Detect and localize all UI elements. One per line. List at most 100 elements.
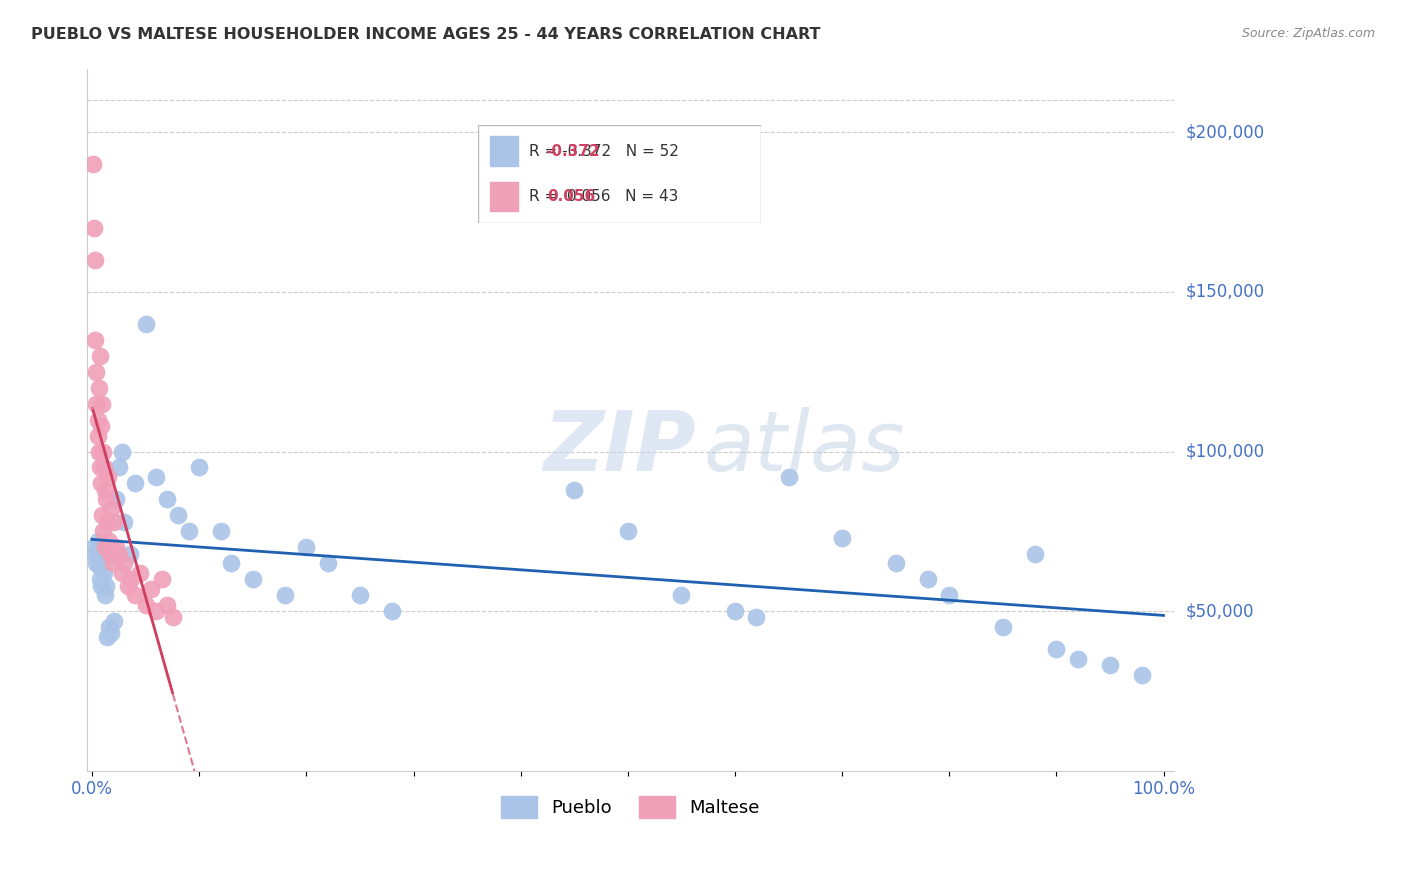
Point [145,604,167,618]
Point [724,604,747,618]
Point [778,470,800,484]
Point [86,412,108,426]
Point [139,582,162,596]
Point [96,630,118,644]
Point [117,578,139,592]
Point [86,397,108,411]
Point [112,556,135,570]
Point [94,492,117,507]
Point [111,566,134,580]
Point [671,588,693,602]
Point [84,253,107,268]
Point [124,588,146,602]
Point [90,553,112,567]
Point [90,508,112,523]
Point [96,515,118,529]
Point [93,566,115,580]
Point [177,524,200,539]
Point [83,221,105,235]
Point [124,476,146,491]
Point [118,547,141,561]
Point [129,566,152,580]
Point [97,470,120,484]
Point [1098,658,1121,673]
Point [91,549,114,564]
Point [156,598,179,612]
Point [108,460,131,475]
Point [103,614,125,628]
Point [135,598,157,612]
Point [87,381,110,395]
Point [562,483,585,497]
Point [1130,668,1153,682]
Point [111,444,134,458]
Point [1024,547,1046,561]
Point [83,541,105,555]
Point [120,572,142,586]
Point [90,397,112,411]
Point [917,572,939,586]
Point [82,157,104,171]
Point [274,588,297,602]
Point [84,547,107,561]
Point [884,556,907,570]
Point [381,604,404,618]
Text: $50,000: $50,000 [1185,602,1254,620]
Point [104,492,127,507]
Point [209,524,232,539]
Point [86,428,108,442]
Point [108,547,131,561]
Point [98,533,121,548]
Point [89,349,111,363]
Point [86,556,108,570]
Point [221,556,243,570]
Point [86,533,108,548]
Point [617,524,640,539]
Point [100,547,122,561]
Point [831,531,853,545]
Point [316,556,339,570]
Point [162,610,184,624]
Point [86,365,108,379]
Point [938,588,960,602]
Point [1067,652,1090,666]
Point [94,588,117,602]
Point [91,524,114,539]
Point [100,502,122,516]
Point [1045,642,1067,657]
Point [98,620,121,634]
Point [90,476,112,491]
Text: $100,000: $100,000 [1185,442,1264,460]
Point [103,515,125,529]
Point [94,541,117,555]
Point [90,419,112,434]
Point [90,578,112,592]
Point [94,578,117,592]
Point [156,492,179,507]
Point [150,572,173,586]
Text: $200,000: $200,000 [1185,123,1264,141]
Point [87,444,110,458]
Text: $150,000: $150,000 [1185,283,1264,301]
Point [349,588,371,602]
Point [188,460,211,475]
Point [242,572,264,586]
Point [135,317,157,331]
Point [94,483,117,497]
Point [104,541,127,555]
Point [101,556,124,570]
Text: ZIP: ZIP [544,407,696,488]
Point [145,470,167,484]
Point [100,626,122,640]
Point [87,559,110,574]
Text: atlas: atlas [703,407,905,488]
Point [991,620,1014,634]
Point [89,460,111,475]
Text: PUEBLO VS MALTESE HOUSEHOLDER INCOME AGES 25 - 44 YEARS CORRELATION CHART: PUEBLO VS MALTESE HOUSEHOLDER INCOME AGE… [31,27,821,42]
Point [745,610,768,624]
Point [91,444,114,458]
Point [112,515,135,529]
Point [295,541,318,555]
Point [89,572,111,586]
Legend: Pueblo, Maltese: Pueblo, Maltese [494,789,768,825]
